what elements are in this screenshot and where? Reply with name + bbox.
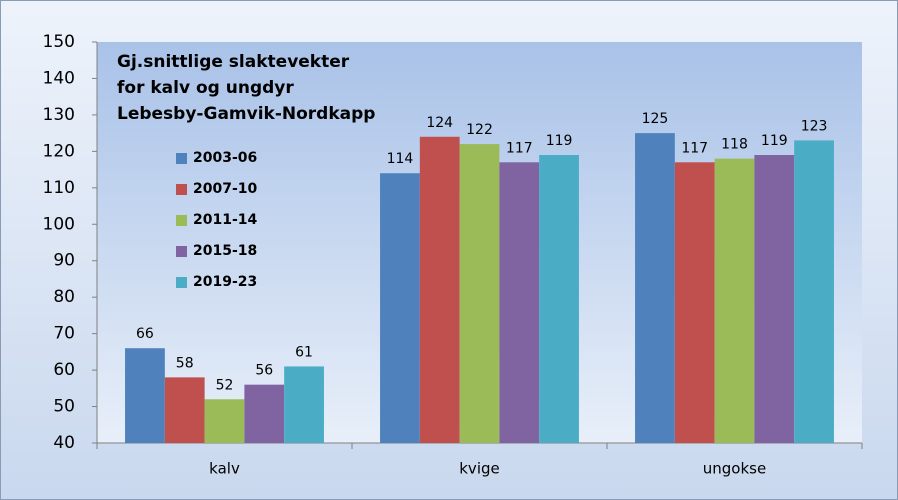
y-tick-label: 130 [43, 105, 75, 125]
chart-title: Lebesby-Gamvik-Nordkapp [117, 104, 375, 124]
y-tick-label: 80 [53, 287, 75, 307]
y-tick-label: 60 [53, 360, 75, 380]
y-tick-label: 70 [53, 324, 75, 344]
data-label: 52 [216, 377, 234, 393]
data-label: 114 [387, 151, 414, 167]
y-tick-label: 150 [43, 32, 75, 52]
y-tick-label: 50 [53, 397, 75, 417]
data-label: 119 [546, 133, 573, 149]
legend-label: 2015-18 [193, 243, 257, 259]
data-label: 124 [426, 115, 453, 131]
chart-title: for kalv og ungdyr [117, 78, 294, 98]
data-label: 125 [642, 111, 669, 127]
bar [499, 162, 540, 444]
legend-label: 2003-06 [193, 150, 257, 166]
legend-label: 2011-14 [193, 212, 258, 228]
legend-swatch [176, 277, 187, 288]
data-label: 56 [255, 363, 273, 379]
y-tick-label: 90 [53, 251, 75, 271]
data-label: 122 [466, 122, 493, 138]
bar [794, 140, 834, 443]
x-tick-label: kalv [209, 460, 240, 478]
data-label: 118 [721, 137, 748, 153]
bar [419, 136, 460, 444]
y-tick-label: 40 [53, 433, 75, 453]
data-label: 117 [506, 140, 533, 156]
legend-label: 2007-10 [193, 181, 258, 197]
bar [714, 158, 755, 443]
legend-swatch [176, 246, 187, 257]
data-label: 61 [295, 344, 313, 360]
x-tick-label: ungokse [703, 460, 766, 478]
data-label: 117 [681, 140, 708, 156]
y-tick-label: 100 [43, 214, 75, 234]
y-tick-label: 140 [43, 68, 75, 88]
bar [244, 384, 285, 443]
legend-swatch [176, 215, 187, 226]
bar [284, 366, 324, 443]
bar [380, 173, 420, 443]
y-tick-label: 120 [43, 141, 75, 161]
bar [674, 162, 715, 444]
bar [539, 155, 579, 443]
bar [125, 348, 165, 443]
data-label: 66 [136, 326, 154, 342]
legend-swatch [176, 153, 187, 164]
legend-swatch [176, 184, 187, 195]
bar [459, 144, 500, 443]
bar [164, 377, 205, 443]
chart-title: Gj.snittlige slaktevekter [117, 52, 350, 72]
bar [204, 399, 245, 443]
y-tick-label: 110 [43, 178, 75, 198]
bar [635, 133, 675, 444]
data-label: 123 [801, 118, 828, 134]
legend-label: 2019-23 [193, 274, 257, 290]
data-label: 58 [176, 355, 194, 371]
bar [754, 155, 795, 443]
x-tick-label: kvige [459, 460, 499, 478]
data-label: 119 [761, 133, 788, 149]
